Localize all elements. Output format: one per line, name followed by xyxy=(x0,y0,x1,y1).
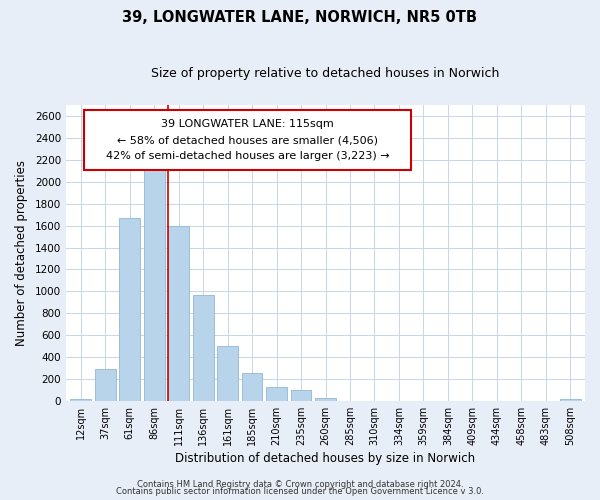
Text: 39, LONGWATER LANE, NORWICH, NR5 0TB: 39, LONGWATER LANE, NORWICH, NR5 0TB xyxy=(122,10,478,25)
Title: Size of property relative to detached houses in Norwich: Size of property relative to detached ho… xyxy=(151,68,500,80)
Bar xyxy=(266,387,287,401)
Bar xyxy=(95,368,116,401)
Bar xyxy=(144,166,164,401)
Bar xyxy=(168,226,189,401)
Y-axis label: Number of detached properties: Number of detached properties xyxy=(15,160,28,346)
Bar xyxy=(193,295,214,401)
Text: Contains HM Land Registry data © Crown copyright and database right 2024.: Contains HM Land Registry data © Crown c… xyxy=(137,480,463,489)
Text: 39 LONGWATER LANE: 115sqm
← 58% of detached houses are smaller (4,506)
42% of se: 39 LONGWATER LANE: 115sqm ← 58% of detac… xyxy=(106,120,389,160)
X-axis label: Distribution of detached houses by size in Norwich: Distribution of detached houses by size … xyxy=(175,452,476,465)
Bar xyxy=(242,374,262,401)
Bar xyxy=(217,346,238,401)
Bar xyxy=(290,390,311,401)
Bar xyxy=(560,398,581,401)
Bar xyxy=(315,398,336,401)
Text: Contains public sector information licensed under the Open Government Licence v : Contains public sector information licen… xyxy=(116,487,484,496)
FancyBboxPatch shape xyxy=(84,110,411,170)
Bar xyxy=(119,218,140,401)
Bar xyxy=(70,398,91,401)
